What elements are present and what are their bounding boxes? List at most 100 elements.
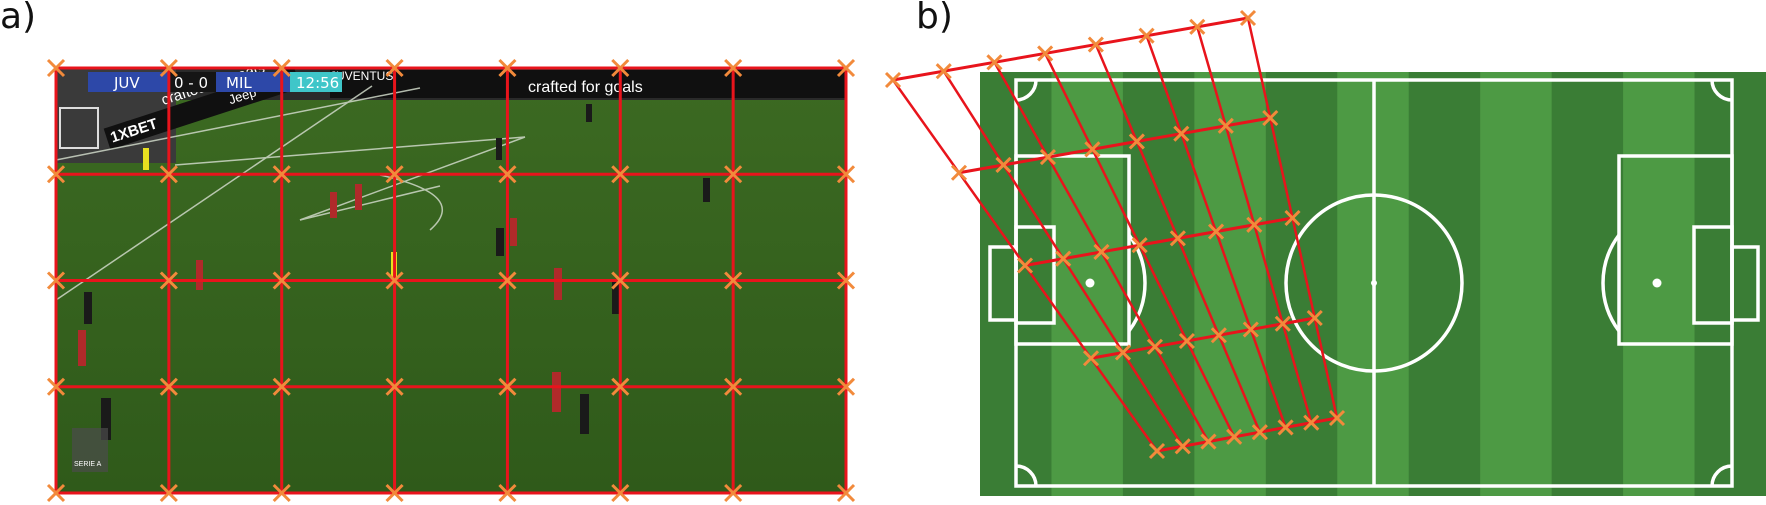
away-team-text: MIL <box>226 74 252 92</box>
grid-marker <box>498 377 517 396</box>
sponsor-1-text: crafted for goals <box>528 79 643 96</box>
grid-marker <box>611 58 630 78</box>
projected-marker <box>1174 438 1191 455</box>
projected-marker <box>1239 9 1257 27</box>
projected-marker <box>1093 243 1110 260</box>
projected-marker <box>995 156 1012 173</box>
projected-marker <box>1242 321 1259 338</box>
league-badge: SERIE A <box>72 428 108 472</box>
projected-marker <box>1037 45 1054 62</box>
grid-marker <box>611 377 630 396</box>
home-team-text: JUV <box>113 74 140 92</box>
grid-marker <box>46 483 66 503</box>
corner-arc-br <box>1710 464 1733 487</box>
grid-marker <box>724 483 743 503</box>
centre-spot <box>1371 280 1377 286</box>
projected-marker <box>1284 209 1301 227</box>
grid-marker <box>385 165 404 184</box>
projected-marker <box>1274 315 1291 332</box>
projected-marker <box>1131 237 1148 254</box>
broadcast-frame: JUVENTUS crafted for goals 1XBET crafted… <box>55 60 846 493</box>
score-text: 0 - 0 <box>174 74 208 92</box>
projected-marker <box>986 54 1003 71</box>
grid-marker <box>272 165 291 184</box>
grid-marker <box>159 165 178 184</box>
projected-marker <box>1178 332 1195 350</box>
projected-marker <box>1208 223 1225 240</box>
projected-marker <box>884 71 902 89</box>
projected-line-row <box>1156 416 1338 453</box>
projected-marker <box>1138 27 1155 44</box>
projected-line-row <box>1090 316 1316 360</box>
projected-line-row <box>892 16 1249 82</box>
projected-marker <box>1084 141 1101 158</box>
sponsor-4-text: JUVENTUS <box>330 69 393 83</box>
projected-marker <box>1303 414 1320 431</box>
grid-marker <box>836 58 856 78</box>
grid-marker <box>159 58 178 78</box>
grid-marker <box>836 271 856 290</box>
calibration-grid-a <box>46 58 856 503</box>
projected-marker <box>1210 327 1227 344</box>
pitch-stripe <box>1408 72 1481 496</box>
projected-line-row <box>958 116 1271 175</box>
grid-marker <box>159 377 178 396</box>
grid-marker <box>724 271 743 290</box>
projected-marker <box>1189 18 1206 35</box>
projected-marker <box>1128 133 1145 150</box>
pitch-stripe <box>1265 72 1338 496</box>
score-box <box>170 72 216 92</box>
grid-marker <box>385 58 404 78</box>
pitch-stripe <box>1480 72 1553 496</box>
scoreboard: JUV 0 - 0 MIL 12:56 <box>88 72 342 92</box>
goal <box>59 107 99 149</box>
grid-marker <box>159 483 178 503</box>
projected-marker <box>1173 125 1190 142</box>
projected-marker <box>1169 230 1186 247</box>
grid-marker <box>611 483 630 503</box>
players <box>78 104 710 440</box>
projected-marker <box>1262 109 1279 127</box>
grid-marker <box>159 271 178 290</box>
grid-marker <box>272 483 291 503</box>
home-team-box <box>88 72 170 92</box>
penalty-arc-right <box>1601 233 1621 333</box>
projected-marker <box>1148 442 1166 460</box>
projected-marker <box>950 164 968 181</box>
penalty-spot-left <box>1085 278 1095 288</box>
goal-right <box>1730 245 1760 322</box>
grid-marker <box>46 271 66 290</box>
projected-marker <box>1328 409 1346 427</box>
corner-arc-tr <box>1710 79 1733 102</box>
projected-marker <box>1217 117 1234 134</box>
projected-marker <box>1226 428 1243 445</box>
projected-marker <box>1200 433 1217 450</box>
grid-marker <box>272 271 291 290</box>
grid-marker <box>385 271 404 290</box>
league-badge-text: SERIE A <box>74 461 102 468</box>
clock-box <box>290 72 342 92</box>
projected-marker <box>1251 424 1268 441</box>
projected-marker <box>1306 309 1323 327</box>
grid-marker <box>498 165 517 184</box>
ad-board-top: JUVENTUS crafted for goals <box>330 69 846 98</box>
grid-marker <box>385 483 404 503</box>
pitch-diagram <box>980 72 1766 496</box>
clock-text: 12:56 <box>296 74 339 92</box>
grid-marker <box>836 377 856 396</box>
projected-marker <box>1082 350 1100 367</box>
panel-b-label: b) <box>916 0 953 37</box>
grid-marker <box>46 58 66 78</box>
grid-marker <box>836 165 856 184</box>
grid-marker <box>836 483 856 503</box>
grid-marker <box>611 165 630 184</box>
projected-grid-b <box>884 9 1346 460</box>
grid-marker <box>385 377 404 396</box>
grid-marker <box>498 271 517 290</box>
grid-marker <box>46 165 66 184</box>
corner-arc-tl <box>1015 79 1038 102</box>
grid-marker <box>724 58 743 78</box>
projected-marker <box>1055 250 1072 267</box>
projected-marker <box>1087 36 1104 53</box>
